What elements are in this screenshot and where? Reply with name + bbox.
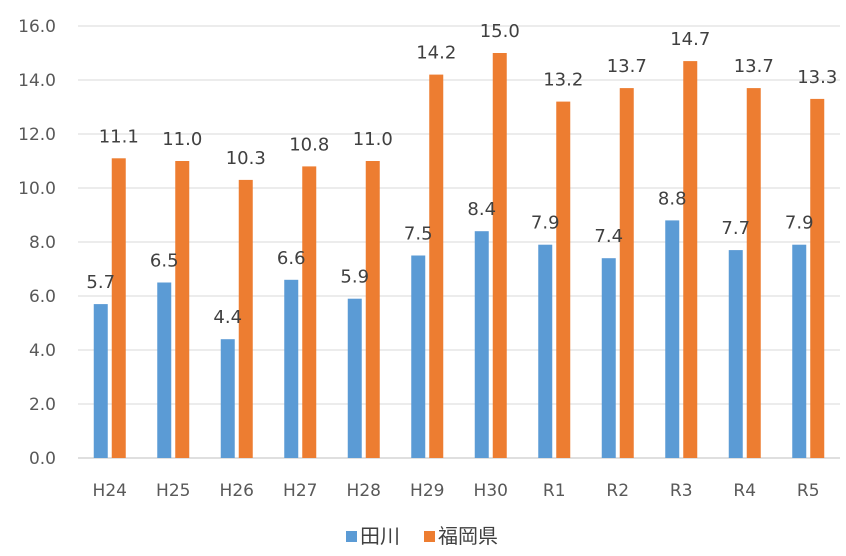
- data-label: 10.3: [226, 148, 266, 169]
- bar-R5-福岡県: [810, 98, 825, 459]
- x-tick-label: R3: [670, 481, 693, 501]
- y-tick-label: 6.0: [29, 287, 56, 307]
- bar-H24-福岡県: [111, 158, 126, 459]
- legend-label: 田川: [360, 524, 400, 548]
- data-label: 6.5: [150, 251, 179, 272]
- legend-swatch: [346, 531, 357, 542]
- bars: [93, 53, 825, 459]
- legend-swatch: [424, 531, 435, 542]
- bar-R3-福岡県: [683, 61, 698, 458]
- bar-H25-福岡県: [175, 161, 190, 458]
- data-label: 14.2: [416, 43, 456, 64]
- x-tick-label: H24: [93, 481, 127, 501]
- x-tick-label: H28: [347, 481, 381, 501]
- x-tick-label: R2: [606, 481, 629, 501]
- data-label: 4.4: [213, 307, 242, 328]
- gridlines: [78, 25, 840, 459]
- bar-R1-田川: [538, 244, 553, 458]
- y-tick-label: 14.0: [18, 71, 56, 91]
- legend-label: 福岡県: [438, 524, 498, 548]
- y-tick-label: 12.0: [18, 125, 56, 145]
- data-label: 7.9: [785, 213, 814, 234]
- x-tick-label: H27: [283, 481, 317, 501]
- bar-H29-福岡県: [429, 74, 444, 458]
- bar-R2-田川: [601, 258, 616, 458]
- data-label: 15.0: [480, 21, 520, 42]
- x-tick-label: H25: [156, 481, 190, 501]
- data-label: 7.7: [721, 218, 750, 239]
- bar-R4-福岡県: [746, 88, 761, 458]
- x-tick-label: H26: [220, 481, 254, 501]
- data-label: 11.1: [99, 126, 139, 147]
- data-label: 7.4: [594, 226, 623, 247]
- y-tick-label: 2.0: [29, 395, 56, 415]
- x-tick-label: R4: [733, 481, 756, 501]
- bar-H24-田川: [93, 304, 108, 458]
- data-label: 11.0: [353, 129, 393, 150]
- bar-R5-田川: [792, 244, 807, 458]
- y-tick-label: 4.0: [29, 341, 56, 361]
- y-tick-label: 8.0: [29, 233, 56, 253]
- x-axis: H24 H25 H26 H27 H28 H29 H30 R1 R2 R3 R4 R5: [93, 481, 820, 501]
- bar-R2-福岡県: [619, 88, 634, 458]
- data-label: 7.9: [531, 213, 560, 234]
- x-tick-label: H30: [474, 481, 508, 501]
- y-tick-label: 16.0: [18, 17, 56, 37]
- bar-R3-田川: [665, 220, 680, 458]
- data-labels: 5.7 11.1 6.5 11.0 4.4 10.3 6.6 10.8 5.9 11.0 7.5 14…: [86, 21, 837, 328]
- data-label: 8.8: [658, 188, 687, 209]
- data-label: 8.4: [467, 199, 496, 220]
- data-label: 10.8: [289, 134, 329, 155]
- data-label: 13.7: [607, 56, 647, 77]
- y-tick-label: 0.0: [29, 449, 56, 469]
- bar-H27-田川: [284, 279, 299, 458]
- x-tick-label: H29: [410, 481, 444, 501]
- bar-R1-福岡県: [556, 101, 571, 458]
- bar-H28-福岡県: [365, 161, 380, 458]
- legend: 田川 福岡県: [346, 524, 498, 548]
- data-label: 6.6: [277, 248, 306, 269]
- data-label: 14.7: [670, 29, 710, 50]
- y-axis: 0.0 2.0 4.0 6.0 8.0 10.0 12.0 14.0 16.0: [18, 17, 56, 469]
- bar-H29-田川: [411, 255, 426, 458]
- data-label: 5.7: [86, 272, 115, 293]
- bar-H28-田川: [347, 298, 362, 458]
- data-label: 5.9: [340, 267, 369, 288]
- bar-R4-田川: [728, 250, 743, 458]
- data-label: 7.5: [404, 224, 433, 245]
- bar-H30-福岡県: [492, 53, 507, 458]
- data-label: 11.0: [162, 129, 202, 150]
- bar-H30-田川: [474, 231, 489, 458]
- y-tick-label: 10.0: [18, 179, 56, 199]
- bar-H26-福岡県: [238, 179, 253, 458]
- data-label: 13.2: [543, 70, 583, 91]
- x-tick-label: R1: [543, 481, 566, 501]
- data-label: 13.7: [734, 56, 774, 77]
- bar-H25-田川: [157, 282, 172, 458]
- bar-H27-福岡県: [302, 166, 317, 458]
- x-tick-label: R5: [797, 481, 820, 501]
- bar-H26-田川: [220, 339, 235, 458]
- data-label: 13.3: [797, 67, 837, 88]
